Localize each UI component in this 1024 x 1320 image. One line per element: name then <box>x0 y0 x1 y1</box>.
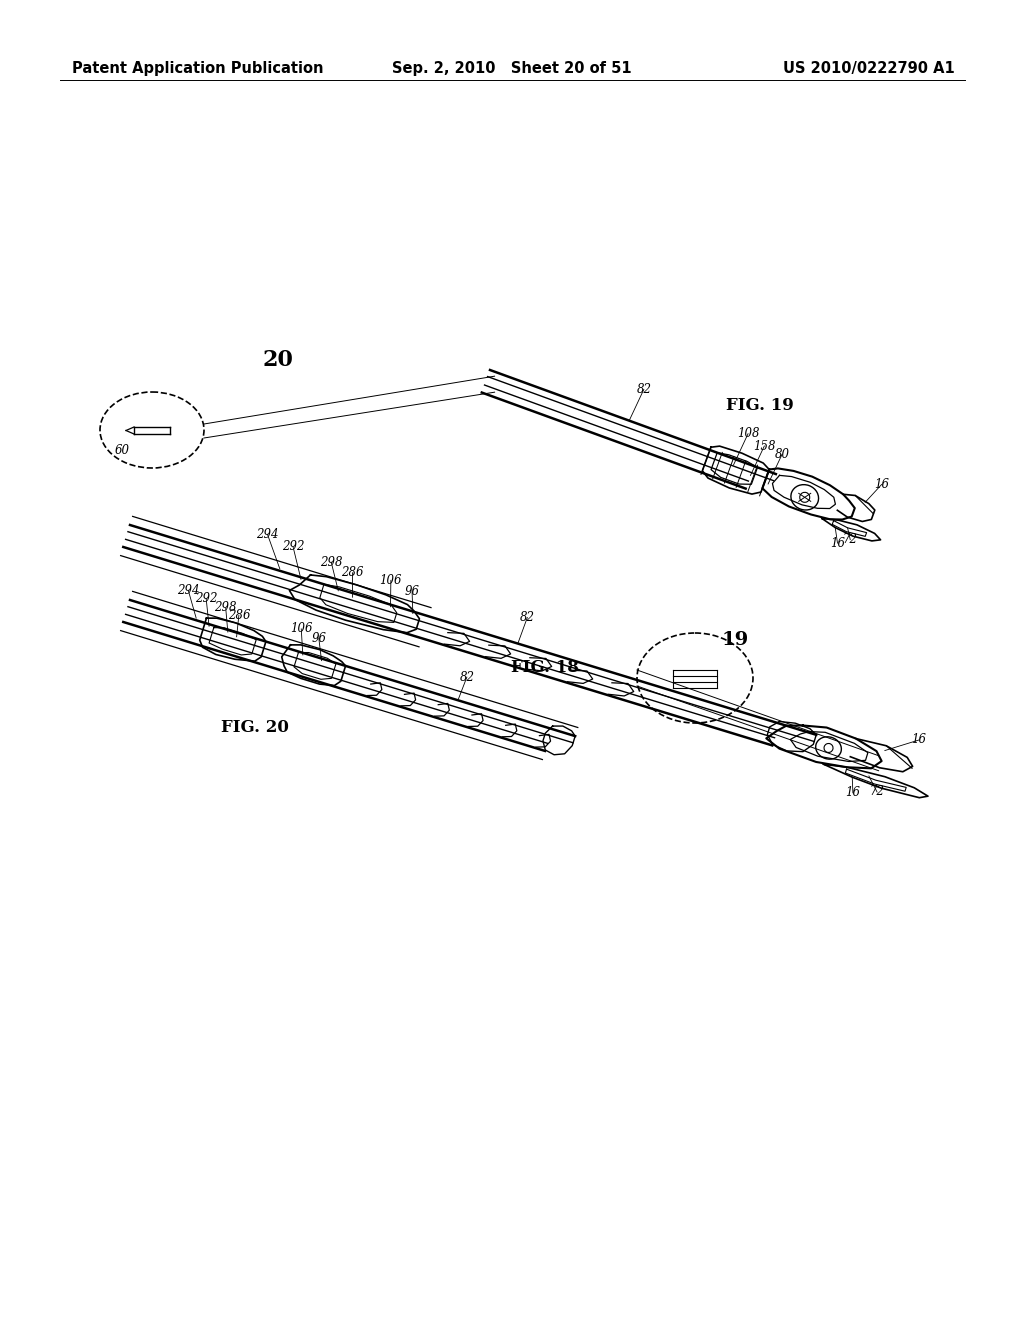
Text: 72: 72 <box>843 533 858 546</box>
Text: 106: 106 <box>380 574 402 587</box>
Text: 96: 96 <box>311 632 327 645</box>
Text: FIG. 19: FIG. 19 <box>726 396 794 413</box>
Text: Patent Application Publication: Patent Application Publication <box>72 61 324 75</box>
Text: 106: 106 <box>290 623 312 635</box>
Text: 82: 82 <box>520 611 535 624</box>
Text: FIG. 20: FIG. 20 <box>221 719 289 737</box>
Text: 82: 82 <box>636 383 651 396</box>
Text: 60: 60 <box>115 444 129 457</box>
Text: 19: 19 <box>721 631 749 649</box>
Text: Sep. 2, 2010   Sheet 20 of 51: Sep. 2, 2010 Sheet 20 of 51 <box>392 61 632 75</box>
Text: 72: 72 <box>869 785 885 799</box>
Text: 16: 16 <box>911 734 927 746</box>
Text: 298: 298 <box>319 556 342 569</box>
Text: US 2010/0222790 A1: US 2010/0222790 A1 <box>783 61 955 75</box>
Text: 96: 96 <box>404 586 420 598</box>
Text: FIG. 18: FIG. 18 <box>511 660 579 676</box>
Text: 298: 298 <box>214 602 237 614</box>
Text: 20: 20 <box>262 348 294 371</box>
Text: 292: 292 <box>282 540 304 553</box>
Text: 16: 16 <box>846 787 860 800</box>
Text: 82: 82 <box>460 671 474 684</box>
Text: 80: 80 <box>774 447 790 461</box>
Text: 292: 292 <box>195 591 217 605</box>
Text: 294: 294 <box>177 583 200 597</box>
Text: 108: 108 <box>737 428 760 440</box>
Text: 294: 294 <box>256 528 279 541</box>
Text: 16: 16 <box>874 478 889 491</box>
Text: 286: 286 <box>227 609 250 622</box>
Text: 16: 16 <box>830 537 845 549</box>
Text: 286: 286 <box>341 566 364 579</box>
Text: 158: 158 <box>753 440 775 453</box>
